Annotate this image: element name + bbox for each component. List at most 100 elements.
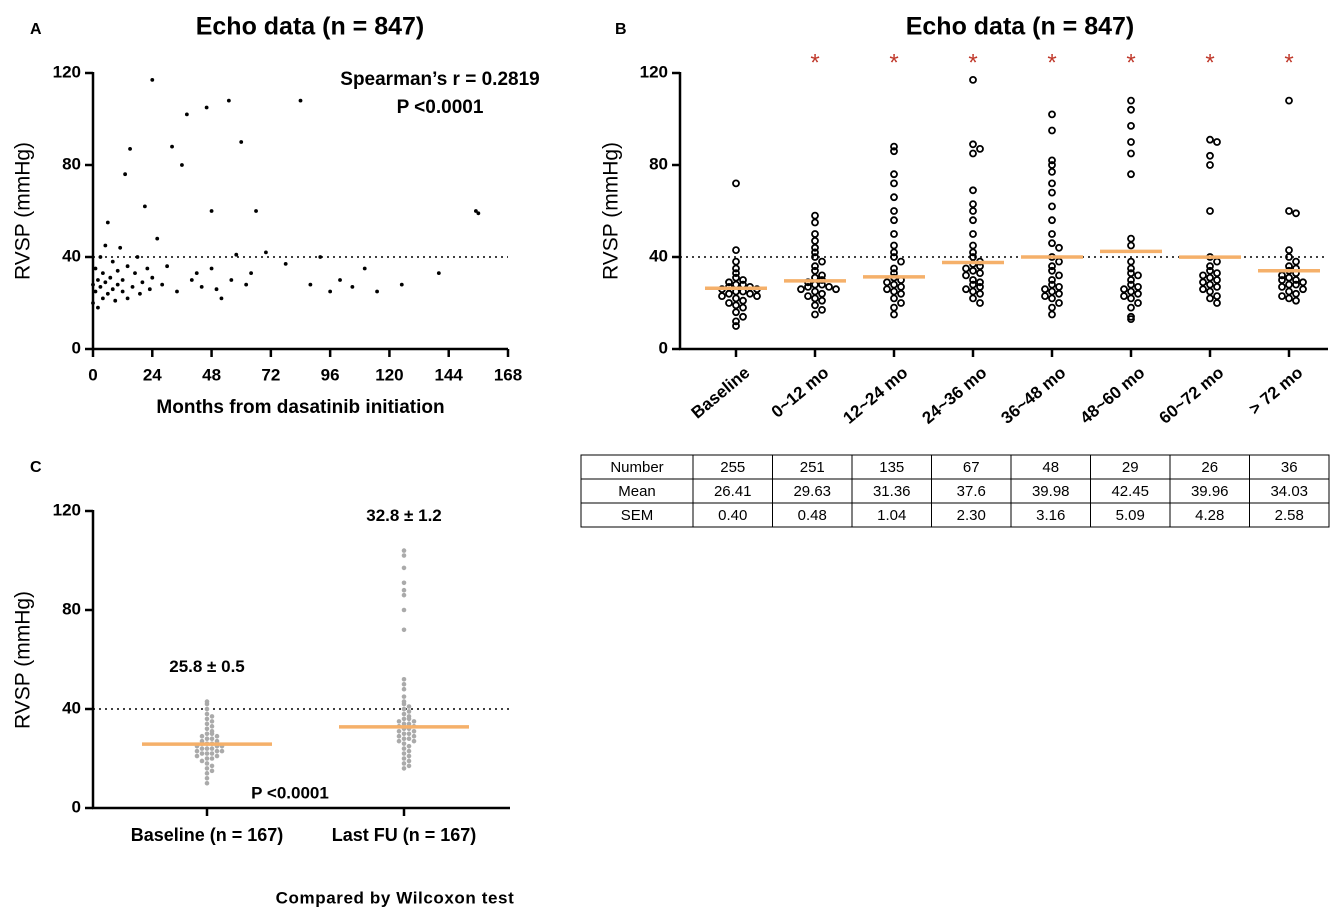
point	[1048, 276, 1056, 284]
point	[811, 266, 819, 275]
point	[1127, 234, 1135, 243]
point	[739, 296, 747, 305]
point	[1048, 287, 1056, 296]
x-tick-label: 72	[261, 365, 280, 384]
point	[732, 294, 740, 303]
point	[401, 721, 407, 727]
point	[976, 299, 984, 307]
point	[105, 291, 110, 296]
point	[739, 312, 747, 321]
point	[229, 278, 234, 282]
point	[811, 294, 819, 303]
point	[401, 548, 407, 553]
point	[890, 280, 898, 289]
point	[133, 271, 137, 275]
point	[209, 266, 214, 271]
table-text: 36	[1281, 459, 1298, 476]
point	[204, 756, 210, 761]
point	[969, 294, 977, 303]
x-tick-label: 120	[375, 365, 403, 384]
point	[1048, 216, 1056, 225]
annotation: P <0.0001	[397, 97, 484, 118]
point	[209, 751, 215, 756]
point	[725, 289, 733, 298]
point	[120, 278, 125, 282]
point	[194, 271, 199, 275]
table-cell	[772, 478, 853, 504]
point	[1041, 292, 1049, 301]
point	[125, 296, 130, 301]
table-text: 5.09	[1116, 507, 1145, 524]
point	[1048, 110, 1056, 119]
table-text: 29	[1122, 459, 1139, 476]
point	[1048, 239, 1056, 248]
point	[204, 780, 210, 786]
x-tick-label: 48~60 mo	[1077, 363, 1149, 428]
point	[890, 207, 898, 215]
point	[142, 204, 147, 209]
point	[1048, 266, 1056, 275]
point	[1055, 243, 1063, 252]
point	[1292, 289, 1300, 298]
significance-mark: *	[1205, 49, 1214, 76]
point	[1120, 285, 1128, 294]
point	[1048, 179, 1056, 188]
point	[199, 758, 205, 764]
point	[1048, 156, 1056, 165]
point	[1048, 310, 1056, 319]
point	[890, 287, 898, 296]
point	[239, 140, 244, 144]
x-axis-label: Months from dasatinib initiation	[156, 397, 444, 418]
point	[969, 216, 977, 225]
point	[1213, 269, 1221, 278]
point	[98, 285, 103, 289]
point	[811, 243, 819, 252]
point	[406, 731, 412, 737]
point	[1278, 292, 1286, 301]
point	[118, 245, 123, 250]
point	[189, 278, 194, 282]
point	[204, 731, 210, 737]
x-tick-label: 0~12 mo	[768, 363, 833, 422]
point	[818, 289, 826, 298]
x-tick-label: 96	[321, 365, 340, 384]
table-cell	[772, 502, 853, 528]
chart-title: Echo data (n = 847)	[906, 13, 1135, 41]
point	[209, 731, 215, 737]
point	[969, 207, 977, 215]
point	[406, 704, 412, 709]
point	[976, 144, 984, 153]
point	[406, 763, 412, 769]
point	[1292, 296, 1300, 305]
table-text: 0.40	[718, 507, 747, 524]
y-tick-label: 0	[72, 338, 81, 357]
point	[244, 282, 249, 287]
table-cell	[1010, 502, 1091, 528]
point	[890, 253, 898, 261]
point	[110, 259, 115, 264]
point	[732, 246, 740, 255]
panel-letter: A	[30, 21, 42, 38]
annotation: Spearman’s r = 0.2819	[340, 69, 539, 90]
point	[209, 714, 215, 719]
point	[204, 736, 210, 741]
table-cell	[1249, 478, 1330, 504]
significance-mark: *	[1047, 49, 1056, 76]
panel-letter: C	[30, 459, 42, 476]
table-cell	[931, 478, 1012, 504]
table-cell	[692, 502, 773, 528]
point	[147, 287, 152, 292]
point	[130, 285, 135, 289]
point	[890, 193, 898, 202]
table-text: 135	[879, 459, 904, 476]
table-cell	[1169, 502, 1250, 528]
point	[1041, 285, 1049, 294]
point	[1127, 96, 1135, 105]
x-tick-label: 24~36 mo	[919, 363, 991, 428]
point	[1199, 278, 1207, 287]
y-tick-label: 80	[649, 154, 668, 173]
point	[401, 587, 407, 593]
table-text: 42.45	[1111, 483, 1149, 500]
value-label: 25.8 ± 0.5	[169, 657, 245, 676]
point	[204, 761, 210, 766]
